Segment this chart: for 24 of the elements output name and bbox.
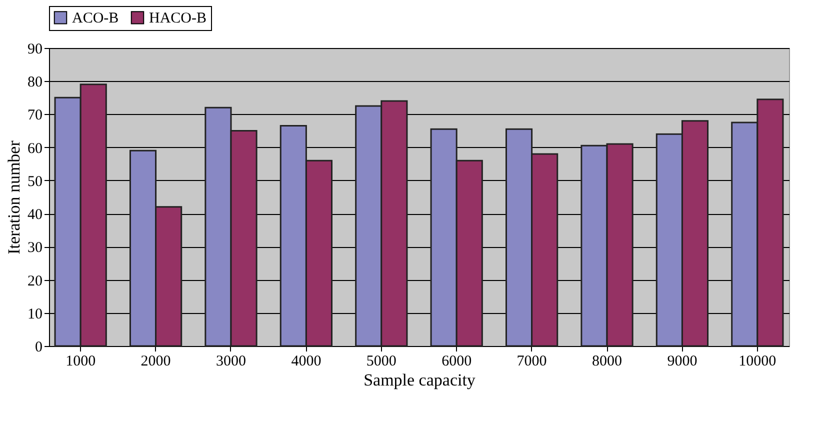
x-tick-label: 6000 bbox=[442, 354, 472, 370]
y-axis-title: Iteration number bbox=[4, 140, 24, 254]
y-tick-label: 20 bbox=[28, 273, 42, 290]
y-tick-label: 90 bbox=[28, 42, 42, 58]
legend-label: HACO-B bbox=[149, 10, 207, 27]
y-tick-label: 70 bbox=[28, 108, 42, 124]
x-tick-label: 4000 bbox=[291, 354, 322, 370]
y-tick-label: 30 bbox=[28, 240, 42, 256]
x-axis-title: Sample capacity bbox=[364, 370, 476, 390]
legend-label: ACO-B bbox=[72, 10, 119, 27]
x-tick-label: 8000 bbox=[592, 354, 622, 370]
x-tick-label: 3000 bbox=[216, 354, 246, 370]
x-tick-label: 5000 bbox=[366, 354, 396, 370]
x-tick-label: 2000 bbox=[140, 354, 171, 370]
x-tick-label: 10000 bbox=[738, 354, 776, 370]
y-tick-label: 40 bbox=[28, 207, 42, 224]
x-tick-label: 7000 bbox=[516, 354, 547, 370]
y-tick-label: 10 bbox=[28, 306, 42, 322]
y-tick-label: 80 bbox=[28, 74, 42, 91]
y-tick-label: 50 bbox=[28, 174, 42, 190]
x-tick-label: 9000 bbox=[667, 354, 698, 370]
y-tick-label: 60 bbox=[28, 140, 42, 157]
y-tick-label: 0 bbox=[35, 340, 42, 356]
x-tick-label: 1000 bbox=[66, 354, 96, 370]
